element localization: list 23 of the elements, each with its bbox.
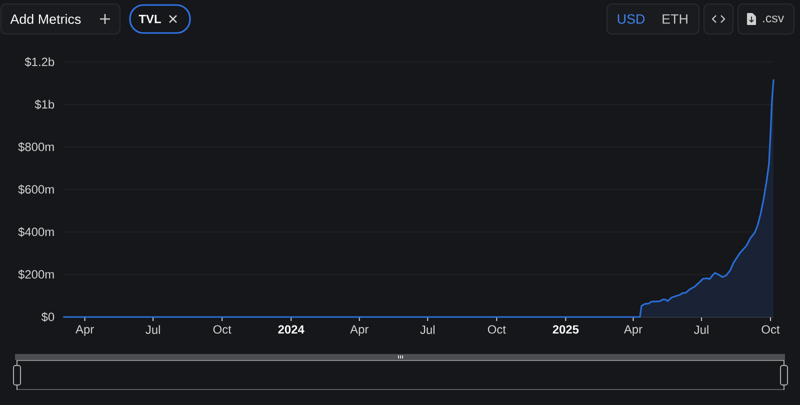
y-tick-label: $1.2b [24,57,54,67]
text: ETH [662,14,688,24]
x-tick-label: Jul [146,325,160,334]
y-tick-label: $1b [34,100,54,110]
x-tick-label: 2025 [552,325,579,334]
text: TVL [138,14,161,24]
x-tick-label: Apr [76,325,94,336]
x-tick-label: Oct [213,325,232,334]
y-tick-label: $200m [18,270,54,280]
text: .csv [763,16,784,22]
y-tick-label: $400m [18,227,54,237]
y-tick-label: $600m [18,184,54,194]
x-tick-label: Apr [350,325,368,336]
text: Add Metrics [10,14,81,24]
y-tick-label: $800m [18,142,54,152]
x-tick-label: 2024 [278,325,304,334]
x-tick-label: Oct [762,325,780,334]
text: USD [618,14,645,24]
y-tick-label: $0 [41,312,54,322]
x-tick-label: Jul [694,325,708,334]
x-tick-label: Jul [420,325,434,334]
x-tick-label: Oct [488,325,506,334]
x-tick-label: Apr [624,325,642,336]
